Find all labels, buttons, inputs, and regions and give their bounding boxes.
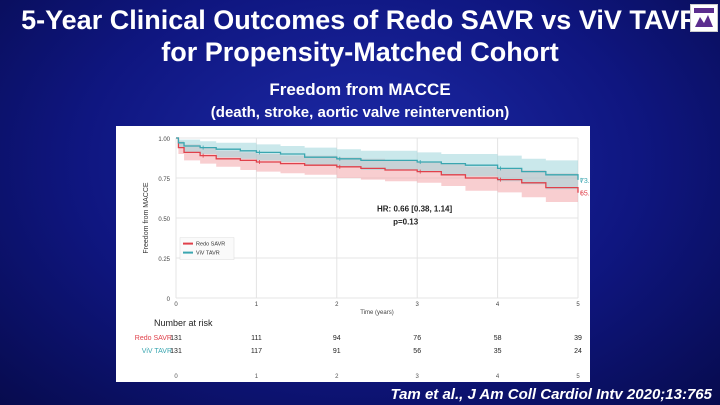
slide-title: 5-Year Clinical Outcomes of Redo SAVR vs…	[21, 5, 699, 67]
citation: Tam et al., J Am Coll Cardiol Intv 2020;…	[390, 386, 712, 403]
risk-x-tick-label: 4	[496, 374, 500, 380]
risk-value: 131	[170, 348, 182, 355]
y-tick-label: 1.00	[158, 137, 170, 143]
risk-value: 94	[333, 335, 341, 342]
series-line	[176, 137, 579, 193]
chart-subtitle-detail: (death, stroke, aortic valve reintervent…	[210, 104, 510, 121]
risk-value: 24	[574, 348, 582, 355]
risk-value: 117	[251, 348, 262, 355]
risk-row-label: ViV TAVR	[142, 348, 172, 355]
risk-row-label: Redo SAVR	[135, 335, 172, 342]
risk-x-tick-label: 2	[335, 374, 339, 380]
risk-x-tick-label: 5	[576, 374, 580, 380]
series-line	[176, 137, 579, 180]
y-tick-label: 0.50	[158, 217, 170, 223]
y-tick-label: 0	[167, 297, 171, 303]
risk-value: 58	[494, 335, 502, 342]
risk-table-title: Number at risk	[154, 318, 213, 328]
legend-label: ViV TAVR	[196, 251, 220, 257]
series-end-label: 73.8%	[580, 178, 590, 185]
risk-value: 76	[413, 335, 421, 342]
x-axis-label: Time (years)	[360, 310, 393, 316]
hr-annotation: HR: 0.66 [0.38, 1.14]	[377, 205, 452, 214]
risk-value: 91	[333, 348, 341, 355]
risk-value: 56	[413, 348, 421, 355]
hospital-logo-icon	[690, 4, 718, 32]
y-tick-label: 0.25	[158, 257, 170, 263]
legend-box	[179, 237, 235, 260]
chart-subtitle: Freedom from MACCE	[269, 80, 451, 99]
risk-x-tick-label: 0	[174, 374, 178, 380]
series-end-label: 65.8%	[580, 191, 590, 198]
risk-value: 39	[574, 335, 582, 342]
p-value-annotation: p=0.13	[393, 217, 419, 226]
x-tick-label: 4	[496, 302, 500, 308]
x-tick-label: 3	[416, 302, 420, 308]
risk-x-tick-label: 1	[255, 374, 259, 380]
km-plot-panel: 0 0.25 0.50 0.75 1.00 0 1 2 3 4 5 Freedom from MACC…	[116, 126, 600, 382]
legend-label: Redo SAVR	[196, 242, 225, 248]
x-tick-label: 1	[255, 302, 259, 308]
risk-x-tick-label: 3	[416, 374, 420, 380]
risk-value: 35	[494, 348, 502, 355]
x-tick-label: 0	[174, 302, 178, 308]
risk-value: 131	[170, 335, 182, 342]
x-tick-label: 2	[335, 302, 339, 308]
risk-value: 111	[251, 335, 262, 342]
km-chart: 0 0.25 0.50 0.75 1.00 0 1 2 3 4 5 Freedom from MACC…	[135, 137, 600, 380]
x-tick-label: 5	[576, 302, 580, 308]
y-axis-label: Freedom from MACCE	[143, 182, 150, 254]
y-tick-label: 0.75	[158, 177, 170, 183]
